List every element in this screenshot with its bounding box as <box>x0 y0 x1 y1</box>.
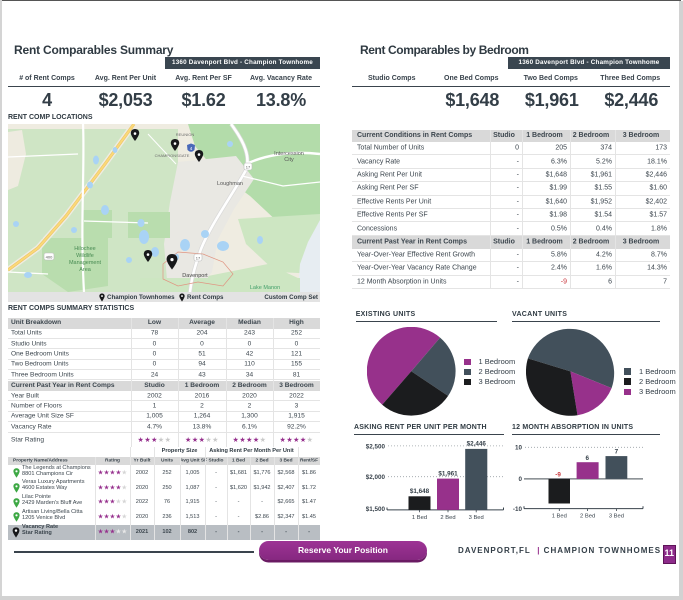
svg-text:City: City <box>284 157 294 163</box>
svg-text:1 Bed: 1 Bed <box>552 514 567 520</box>
svg-text:Wildlife: Wildlife <box>76 253 94 259</box>
svg-text:Intercession: Intercession <box>274 151 304 157</box>
svg-text:Management: Management <box>69 260 102 266</box>
svg-text:10: 10 <box>515 445 523 452</box>
svg-text:$1,500: $1,500 <box>366 506 386 513</box>
svg-text:-10: -10 <box>513 506 523 513</box>
svg-text:$2,000: $2,000 <box>366 474 386 481</box>
svg-text:3 Bed: 3 Bed <box>469 515 484 521</box>
svg-text:17: 17 <box>246 164 251 169</box>
svg-text:Lake Manon: Lake Manon <box>250 285 280 291</box>
svg-text:CHAMPIONSGATE: CHAMPIONSGATE <box>155 153 190 158</box>
svg-text:$1,961: $1,961 <box>438 470 458 477</box>
svg-text:Davenport: Davenport <box>182 273 208 279</box>
svg-text:$1,648: $1,648 <box>410 488 430 495</box>
svg-text:7: 7 <box>615 449 619 456</box>
svg-text:2 Bed: 2 Bed <box>580 514 595 520</box>
svg-text:Area: Area <box>79 267 92 273</box>
svg-text:4: 4 <box>190 146 193 151</box>
svg-text:2 Bed: 2 Bed <box>440 515 455 521</box>
svg-text:17: 17 <box>196 255 201 260</box>
svg-text:$2,500: $2,500 <box>366 443 386 450</box>
svg-text:Loughman: Loughman <box>217 181 243 187</box>
svg-text:$2,446: $2,446 <box>467 441 487 448</box>
svg-text:400: 400 <box>46 254 53 259</box>
svg-text:REUNION: REUNION <box>176 132 195 137</box>
svg-text:0: 0 <box>518 476 522 483</box>
svg-text:3 Bed: 3 Bed <box>609 514 624 520</box>
svg-text:6: 6 <box>586 455 590 462</box>
svg-text:Hilochee: Hilochee <box>74 246 95 252</box>
svg-text:-9: -9 <box>555 472 561 479</box>
svg-text:1 Bed: 1 Bed <box>412 515 427 521</box>
